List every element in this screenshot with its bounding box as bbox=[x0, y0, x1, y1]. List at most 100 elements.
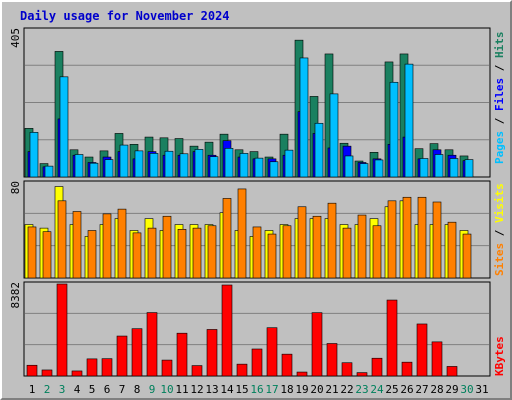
bar-pages bbox=[134, 150, 144, 178]
bar-sites bbox=[312, 215, 322, 279]
bar-kbytes bbox=[311, 312, 323, 377]
panel-visits-sites bbox=[23, 180, 491, 279]
bar-pages bbox=[284, 149, 294, 178]
day-label: 2 bbox=[44, 383, 51, 396]
bar-kbytes bbox=[191, 365, 203, 377]
bar-kbytes bbox=[101, 358, 113, 377]
bar-sites bbox=[192, 227, 202, 279]
bar-kbytes bbox=[371, 357, 383, 377]
bar-pages bbox=[299, 57, 309, 178]
bar-pages bbox=[254, 157, 264, 178]
bar-pages bbox=[224, 148, 234, 178]
bar-pages bbox=[434, 154, 444, 178]
bar-kbytes bbox=[251, 348, 263, 377]
bar-sites bbox=[177, 229, 187, 279]
day-label: 11 bbox=[175, 383, 188, 396]
bar-kbytes bbox=[116, 335, 128, 377]
bar-sites bbox=[432, 201, 442, 279]
day-label: 30 bbox=[460, 383, 473, 396]
day-label: 4 bbox=[74, 383, 81, 396]
bar-sites bbox=[102, 213, 112, 279]
bar-kbytes bbox=[401, 361, 413, 377]
bar-pages bbox=[419, 158, 429, 178]
ymax-label-top: 405 bbox=[9, 28, 22, 48]
day-label: 24 bbox=[370, 383, 384, 396]
bar-sites bbox=[387, 200, 397, 279]
bar-pages bbox=[464, 159, 474, 178]
bar-pages bbox=[449, 158, 459, 178]
day-label: 18 bbox=[280, 383, 293, 396]
day-label: 6 bbox=[104, 383, 111, 396]
bar-sites bbox=[162, 215, 172, 279]
day-label: 17 bbox=[265, 383, 278, 396]
bar-pages bbox=[209, 156, 219, 178]
bar-sites bbox=[87, 230, 97, 279]
bar-kbytes bbox=[146, 312, 158, 377]
bar-kbytes bbox=[206, 329, 218, 377]
day-label: 10 bbox=[160, 383, 173, 396]
ymax-label-mid: 80 bbox=[9, 181, 22, 194]
bar-pages bbox=[194, 149, 204, 178]
bar-pages bbox=[359, 163, 369, 178]
bar-pages bbox=[374, 159, 384, 178]
axis-label-bottom: KBytes bbox=[493, 336, 506, 376]
chart-title: Daily usage for November 2024 bbox=[20, 9, 230, 23]
day-label: 26 bbox=[400, 383, 413, 396]
bar-pages bbox=[164, 150, 174, 178]
bar-kbytes bbox=[71, 370, 83, 377]
day-label: 22 bbox=[340, 383, 353, 396]
bar-kbytes bbox=[236, 363, 248, 377]
legend-files: Files bbox=[493, 78, 506, 111]
legend-sep-1: / bbox=[493, 111, 506, 131]
bar-sites bbox=[372, 225, 382, 279]
bar-pages bbox=[149, 153, 159, 178]
bar-sites bbox=[327, 202, 337, 279]
day-label: 1 bbox=[29, 383, 36, 396]
day-label: 8 bbox=[134, 383, 141, 396]
panel-kbytes bbox=[23, 281, 491, 377]
bar-kbytes bbox=[281, 353, 293, 377]
bar-pages bbox=[329, 93, 339, 178]
bar-kbytes bbox=[296, 371, 308, 377]
bar-pages bbox=[269, 161, 279, 178]
bar-sites bbox=[447, 221, 457, 279]
day-label: 21 bbox=[325, 383, 338, 396]
bar-pages bbox=[239, 153, 249, 178]
bar-kbytes bbox=[161, 359, 173, 377]
bar-sites bbox=[207, 225, 217, 279]
day-label: 28 bbox=[430, 383, 443, 396]
bar-sites bbox=[462, 233, 472, 279]
bar-pages bbox=[74, 154, 84, 178]
day-label: 12 bbox=[190, 383, 203, 396]
legend-visits: Visits bbox=[493, 183, 506, 223]
day-label: 23 bbox=[355, 383, 368, 396]
panel-hits-files-pages bbox=[23, 27, 491, 178]
bar-pages bbox=[29, 132, 39, 178]
bar-sites bbox=[27, 226, 37, 279]
bar-pages bbox=[59, 76, 69, 178]
day-label: 29 bbox=[445, 383, 458, 396]
legend-pages: Pages bbox=[493, 131, 506, 164]
day-label: 27 bbox=[415, 383, 428, 396]
bar-sites bbox=[132, 232, 142, 279]
bar-pages bbox=[179, 153, 189, 178]
bar-sites bbox=[417, 196, 427, 279]
day-label: 16 bbox=[250, 383, 263, 396]
bar-kbytes bbox=[221, 284, 233, 377]
bar-pages bbox=[119, 144, 129, 178]
bar-pages bbox=[389, 81, 399, 178]
bar-pages bbox=[314, 122, 324, 178]
bar-kbytes bbox=[41, 369, 53, 377]
bar-kbytes bbox=[86, 358, 98, 377]
bar-pages bbox=[344, 155, 354, 178]
bar-pages bbox=[104, 159, 114, 178]
day-label: 15 bbox=[235, 383, 248, 396]
bar-sites bbox=[297, 206, 307, 279]
bar-kbytes bbox=[431, 341, 443, 377]
bar-kbytes bbox=[356, 372, 368, 377]
legend-sep-2: / bbox=[493, 58, 506, 78]
bar-sites bbox=[267, 233, 277, 279]
bar-sites bbox=[42, 231, 52, 279]
day-label: 19 bbox=[295, 383, 308, 396]
